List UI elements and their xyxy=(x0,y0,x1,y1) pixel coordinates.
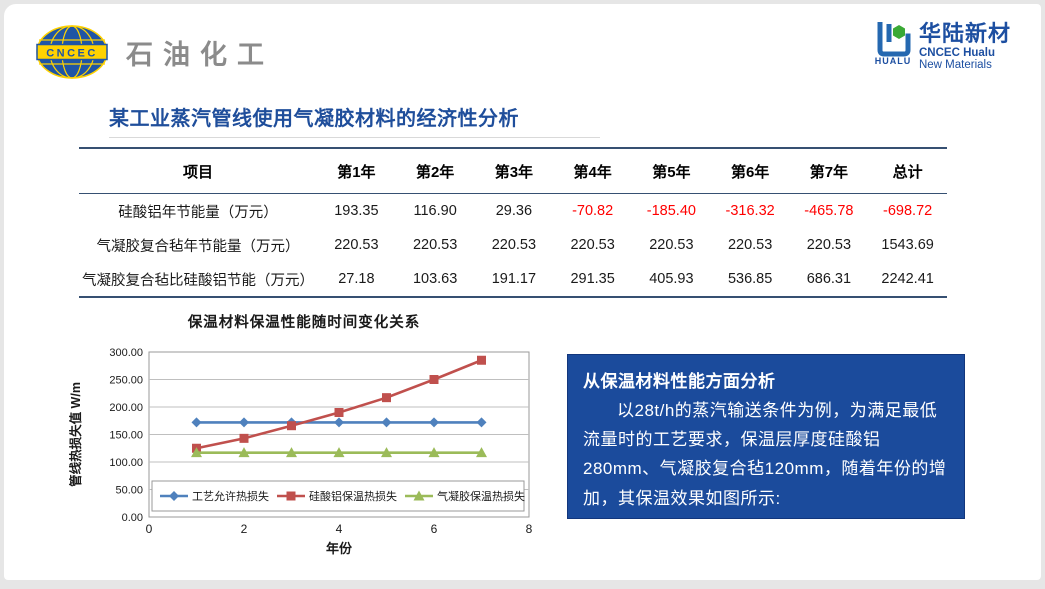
table-value-cell: -465.78 xyxy=(804,203,854,219)
table-value-cell: 291.35 xyxy=(570,271,615,287)
table-header-cell: 第5年 xyxy=(652,163,691,181)
svg-text:150.00: 150.00 xyxy=(109,430,143,442)
table-value-cell: 103.63 xyxy=(412,271,458,287)
table-value-cell: 220.53 xyxy=(649,237,694,253)
svg-text:50.00: 50.00 xyxy=(115,485,143,497)
series-line xyxy=(196,359,482,450)
legend-label: 硅酸铝保温热损失 xyxy=(309,489,397,503)
svg-text:0.00: 0.00 xyxy=(122,512,143,524)
row-label: 硅酸铝年节能量（万元） xyxy=(118,204,278,221)
title-underline xyxy=(109,137,600,138)
table-value-cell: 536.85 xyxy=(727,271,773,287)
table-body: 硅酸铝年节能量（万元） 193.35 116.90 29.36 -70.82 -185.4… xyxy=(79,194,947,298)
hualu-mark-label: HUALU xyxy=(874,56,912,66)
table-header-cell: 第2年 xyxy=(415,163,455,181)
analysis-body: 以28t/h的蒸汽输送条件为例，为满足最低流量时的工艺要求，保温层厚度硅酸铝28… xyxy=(583,401,947,508)
table-row: 气凝胶复合毡年节能量（万元） 220.53 220.53 220.53 220.53 22… xyxy=(79,228,947,262)
table-value-cell: 191.17 xyxy=(491,271,537,287)
table-header-cell: 项目 xyxy=(182,163,213,181)
cncec-globe-icon: CNCEC xyxy=(36,25,108,79)
table-value-cell: 116.90 xyxy=(413,203,457,219)
table-value-cell: -698.72 xyxy=(883,203,933,219)
table-header-cell: 第7年 xyxy=(809,163,849,181)
table-value-cell: -70.82 xyxy=(572,203,614,219)
x-axis-title: 年份 xyxy=(326,541,353,557)
table-value-cell: 220.53 xyxy=(727,237,773,253)
svg-text:2: 2 xyxy=(241,522,248,536)
legend-label: 气凝胶保温热损失 xyxy=(437,489,525,503)
table-row: 硅酸铝年节能量（万元） 193.35 116.90 29.36 -70.82 -185.4… xyxy=(79,194,947,228)
table-value-cell: 220.53 xyxy=(412,237,458,253)
table-value-cell: 686.31 xyxy=(806,271,852,287)
table-header-cell: 第6年 xyxy=(730,163,770,181)
table-value-cell: 193.35 xyxy=(334,203,379,219)
table-value-cell: 220.53 xyxy=(334,237,379,253)
cncec-logo: CNCEC 石油化工 xyxy=(34,24,274,80)
table-value-cell: -185.40 xyxy=(646,203,696,219)
svg-text:0: 0 xyxy=(146,522,153,536)
row-label: 气凝胶复合毡比硅酸铝节能（万元） xyxy=(82,272,314,289)
table-header-cell: 总计 xyxy=(892,163,923,181)
svg-text:4: 4 xyxy=(336,522,343,536)
chart-legend xyxy=(151,480,525,512)
y-axis-title: 管线热损失值 W/m xyxy=(68,382,83,487)
table-value-cell: 220.53 xyxy=(570,237,615,253)
hualu-name-en2: New Materials xyxy=(918,59,992,72)
hualu-name-cn: 华陆新材 xyxy=(918,21,1011,46)
svg-text:6: 6 xyxy=(431,522,438,536)
table-value-cell: 2242.41 xyxy=(881,271,934,287)
svg-text:300.00: 300.00 xyxy=(109,347,143,359)
analysis-box: 从保温材料性能方面分析 以28t/h的蒸汽输送条件为例，为满足最低流量时的工艺要… xyxy=(567,354,965,519)
slide: CNCEC 石油化工 HUALU 华陆新材 CNCEC Hualu New Ma… xyxy=(4,4,1041,580)
table-value-cell: 220.53 xyxy=(491,237,537,253)
svg-text:CNCEC: CNCEC xyxy=(46,48,98,60)
hualu-logo: HUALU 华陆新材 CNCEC Hualu New Materials xyxy=(874,22,1011,71)
table-value-cell: 220.53 xyxy=(806,237,852,253)
svg-text:250.00: 250.00 xyxy=(109,375,143,387)
table-header-row: 项目 第1年 第2年 第3年 第4年 第5年 第6年 第7年 总计 xyxy=(79,147,947,194)
table-row: 气凝胶复合毡比硅酸铝节能（万元） 27.18 103.63 191.17 291.35 4… xyxy=(79,262,947,296)
table-value-cell: -316.32 xyxy=(725,203,775,219)
page-title: 某工业蒸汽管线使用气凝胶材料的经济性分析 xyxy=(109,108,519,130)
table-value-cell: 1543.69 xyxy=(881,237,934,253)
table-value-cell: 29.36 xyxy=(495,203,533,219)
chart-title: 保温材料保温性能随时间变化关系 xyxy=(187,314,421,331)
brand-name-cn: 石油化工 xyxy=(126,39,274,71)
svg-text:100.00: 100.00 xyxy=(109,457,143,469)
table-value-cell: 405.93 xyxy=(649,271,694,287)
hualu-mark-icon xyxy=(877,22,911,57)
table-header-cell: 第4年 xyxy=(573,163,612,181)
table-value-cell: 27.18 xyxy=(338,271,375,287)
row-label: 气凝胶复合毡年节能量（万元） xyxy=(96,238,300,255)
table-header-cell: 第1年 xyxy=(337,163,376,181)
svg-text:8: 8 xyxy=(526,522,533,536)
economy-table: 项目 第1年 第2年 第3年 第4年 第5年 第6年 第7年 总计 硅酸铝年节能量（万元） 193… xyxy=(79,147,947,298)
legend-label: 工艺允许热损失 xyxy=(192,489,269,503)
table-header-cell: 第3年 xyxy=(494,163,534,181)
hualu-name-en1: CNCEC Hualu xyxy=(918,47,996,60)
analysis-heading: 从保温材料性能方面分析 xyxy=(583,372,776,391)
insulation-performance-chart: 0.00 50.00 100.00 150.00 200.00 250.00 300.00 0… xyxy=(68,347,533,557)
svg-text:200.00: 200.00 xyxy=(109,402,143,414)
